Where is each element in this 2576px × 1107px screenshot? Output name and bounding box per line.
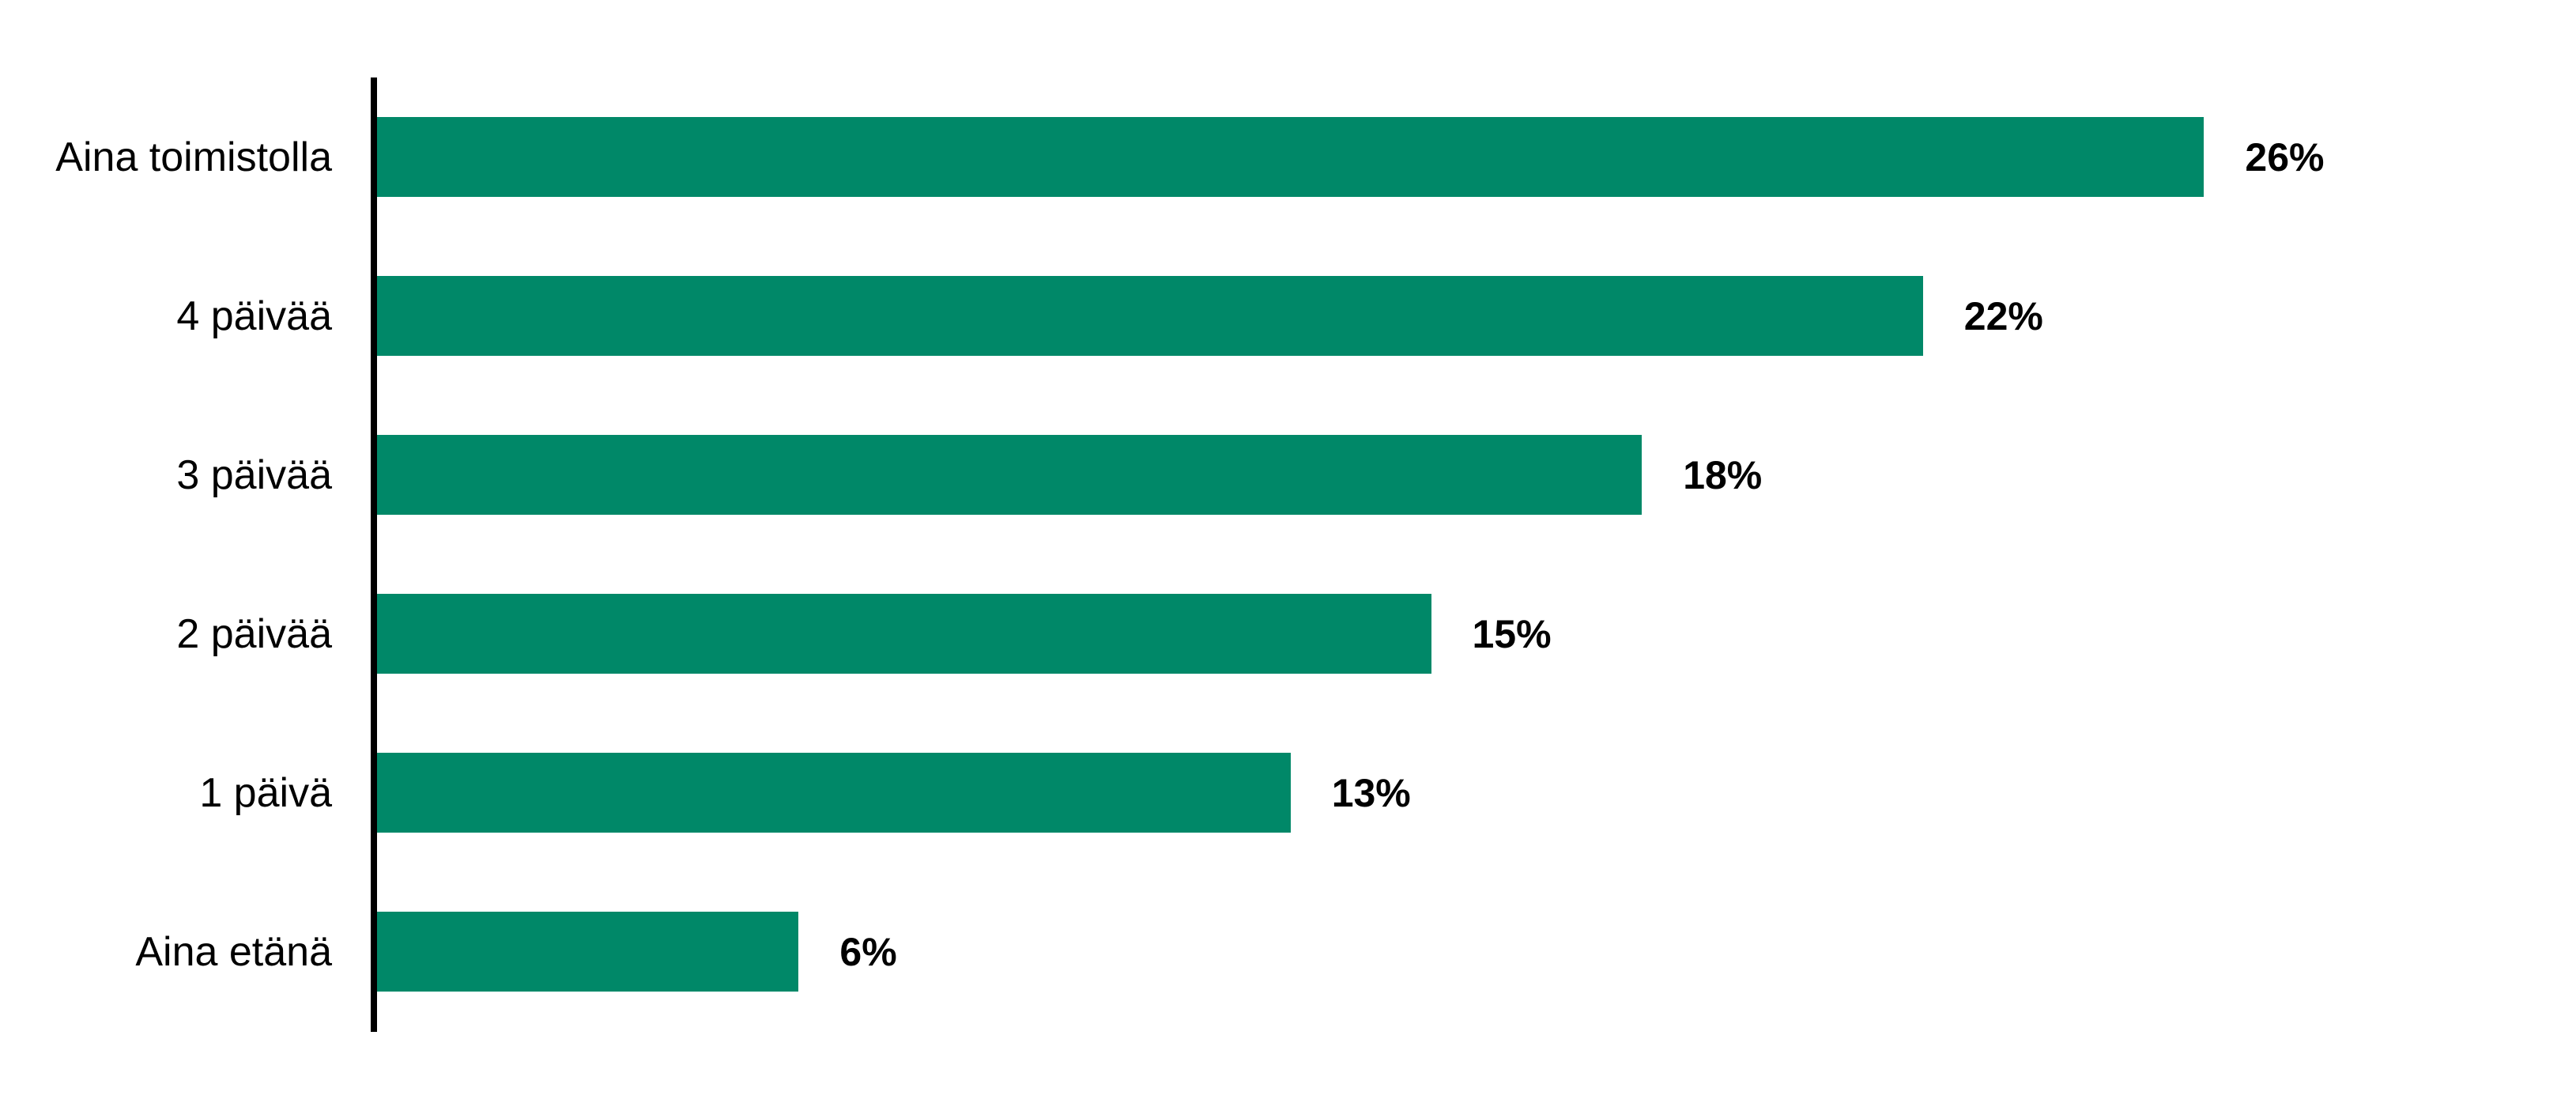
bar-area: 15% [377,554,2576,713]
value-label: 22% [1963,293,2043,338]
bar-area: 26% [377,77,2576,236]
chart-row: 3 päivää 18% [0,395,2576,554]
bar [377,594,1431,674]
chart-row: Aina toimistolla 26% [0,77,2576,236]
bar [377,276,1923,356]
value-label: 6% [839,929,897,974]
value-label: 15% [1472,611,1552,656]
category-label: Aina etänä [135,928,332,975]
value-label: 26% [2245,134,2325,179]
chart-row: Aina etänä 6% [0,872,2576,1031]
chart-rows: Aina toimistolla 26% 4 päivää 22% 3 päivää 18… [0,77,2576,1031]
value-label: 13% [1331,770,1411,815]
category-label: 3 päivää [176,451,332,498]
bar [377,912,799,992]
bar [377,117,2204,197]
bar-chart: Aina toimistolla 26% 4 päivää 22% 3 päivää 18… [0,77,2576,1032]
category-label: 1 päivä [199,769,332,816]
value-label: 18% [1683,452,1763,497]
bar-area: 22% [377,236,2576,395]
bar-area: 6% [377,872,2576,1031]
chart-row: 2 päivää 15% [0,554,2576,713]
bar-area: 13% [377,713,2576,872]
bar [377,435,1643,515]
category-label: Aina toimistolla [55,134,332,180]
chart-row: 4 päivää 22% [0,236,2576,395]
category-label: 2 päivää [176,610,332,657]
chart-row: 1 päivä 13% [0,713,2576,872]
bar [377,753,1291,833]
y-axis-line [371,77,377,1032]
category-label: 4 päivää [176,293,332,339]
bar-area: 18% [377,395,2576,554]
